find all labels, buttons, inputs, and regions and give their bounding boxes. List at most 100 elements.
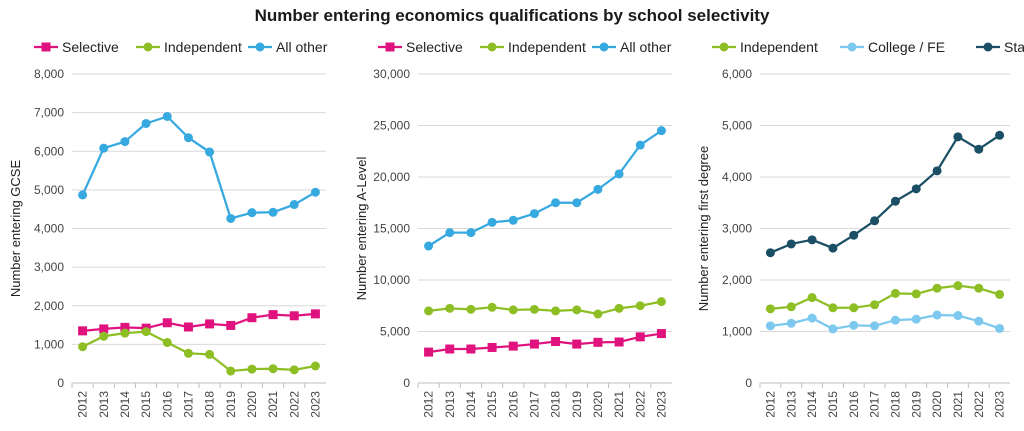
series-line-state_other: [769, 134, 1001, 254]
data-point-independent: [99, 331, 109, 341]
x-tick-label: 2012: [76, 391, 90, 418]
data-point-independent: [911, 289, 921, 299]
data-point-college_fe: [911, 314, 921, 324]
x-tick-label: 2014: [805, 391, 819, 418]
data-point-independent: [78, 342, 88, 352]
data-point-selective: [551, 336, 561, 346]
series-line-all_other: [81, 115, 316, 220]
y-axis-title: Number entering GCSE: [8, 160, 23, 298]
data-point-state_other: [953, 132, 963, 142]
x-tick-label: 2020: [930, 391, 944, 418]
series-line-selective: [428, 332, 662, 354]
data-point-all_other: [466, 228, 476, 238]
data-point-independent: [786, 302, 796, 312]
data-point-independent: [890, 288, 900, 298]
data-point-state_other: [974, 144, 984, 154]
x-tick-label: 2016: [847, 391, 861, 418]
x-tick-label: 2019: [909, 391, 923, 418]
data-point-selective: [268, 310, 278, 320]
x-tick-label: 2012: [422, 391, 436, 418]
legend-swatch-marker: [143, 42, 153, 52]
data-point-independent: [572, 305, 582, 315]
data-point-all_other: [162, 111, 172, 121]
y-tick-label: 2,000: [34, 299, 64, 313]
data-point-selective: [205, 319, 215, 329]
legend-swatch-marker: [599, 42, 609, 52]
data-point-selective: [508, 341, 518, 351]
data-point-state_other: [849, 230, 859, 240]
data-point-state_other: [765, 248, 775, 258]
data-point-all_other: [424, 241, 434, 251]
data-point-all_other: [445, 228, 455, 238]
data-point-independent: [551, 306, 561, 316]
y-tick-label: 7,000: [34, 106, 64, 120]
data-point-selective: [162, 318, 172, 328]
x-tick-label: 2016: [160, 391, 174, 418]
data-point-independent: [593, 309, 603, 319]
data-point-college_fe: [890, 315, 900, 325]
legend-swatch-marker: [385, 42, 395, 52]
data-point-state_other: [890, 196, 900, 206]
data-point-independent: [247, 364, 257, 374]
data-point-state_other: [932, 166, 942, 176]
data-point-selective: [99, 324, 109, 334]
y-tick-label: 4,000: [722, 170, 752, 184]
y-tick-label: 1,000: [722, 325, 752, 339]
data-point-independent: [614, 303, 624, 313]
data-point-college_fe: [765, 321, 775, 331]
x-tick-label: 2018: [888, 391, 902, 418]
legend-swatch-marker: [847, 42, 857, 52]
legend-label: College / FE: [868, 39, 945, 55]
data-point-college_fe: [932, 310, 942, 320]
data-point-selective: [247, 313, 257, 323]
y-tick-label: 6,000: [34, 144, 64, 158]
legend-swatch-marker: [719, 42, 729, 52]
data-point-independent: [120, 328, 130, 338]
legend-swatch-marker: [983, 42, 993, 52]
y-tick-label: 3,000: [34, 260, 64, 274]
y-tick-label: 0: [745, 376, 752, 390]
data-point-state_other: [786, 239, 796, 249]
data-point-college_fe: [870, 321, 880, 331]
legend-label: Independent: [508, 39, 586, 55]
x-tick-label: 2022: [972, 391, 986, 418]
data-point-independent: [635, 301, 645, 311]
data-point-college_fe: [953, 311, 963, 321]
data-point-selective: [289, 311, 299, 321]
series-line-independent: [770, 284, 1000, 310]
data-point-independent: [508, 305, 518, 315]
y-tick-label: 15,000: [373, 222, 410, 236]
data-point-independent: [205, 349, 215, 359]
y-tick-label: 0: [57, 376, 64, 390]
data-point-independent: [932, 283, 942, 293]
x-tick-label: 2022: [287, 391, 301, 418]
x-tick-label: 2020: [245, 391, 259, 418]
data-point-independent: [828, 303, 838, 313]
y-axis-title: Number entering first degree: [696, 146, 711, 311]
y-tick-label: 10,000: [373, 273, 410, 287]
data-point-selective: [445, 344, 455, 354]
data-point-selective: [183, 322, 193, 332]
data-point-all_other: [487, 217, 497, 227]
y-tick-label: 4,000: [34, 222, 64, 236]
data-point-all_other: [141, 118, 151, 128]
data-point-selective: [487, 342, 497, 352]
data-point-all_other: [205, 147, 215, 157]
data-point-all_other: [508, 215, 518, 225]
legend-label: Selective: [62, 39, 119, 55]
data-point-all_other: [614, 169, 624, 179]
data-point-college_fe: [849, 320, 859, 330]
y-tick-label: 25,000: [373, 119, 410, 133]
data-point-independent: [310, 361, 320, 371]
x-tick-label: 2021: [951, 391, 965, 418]
data-point-all_other: [78, 190, 88, 200]
data-point-selective: [614, 337, 624, 347]
series-line-college_fe: [770, 313, 1000, 331]
data-point-independent: [953, 281, 963, 291]
series-line-selective: [82, 312, 316, 332]
data-point-independent: [656, 297, 666, 307]
x-tick-label: 2014: [464, 391, 478, 418]
data-point-state_other: [911, 184, 921, 194]
y-tick-label: 30,000: [373, 67, 410, 81]
